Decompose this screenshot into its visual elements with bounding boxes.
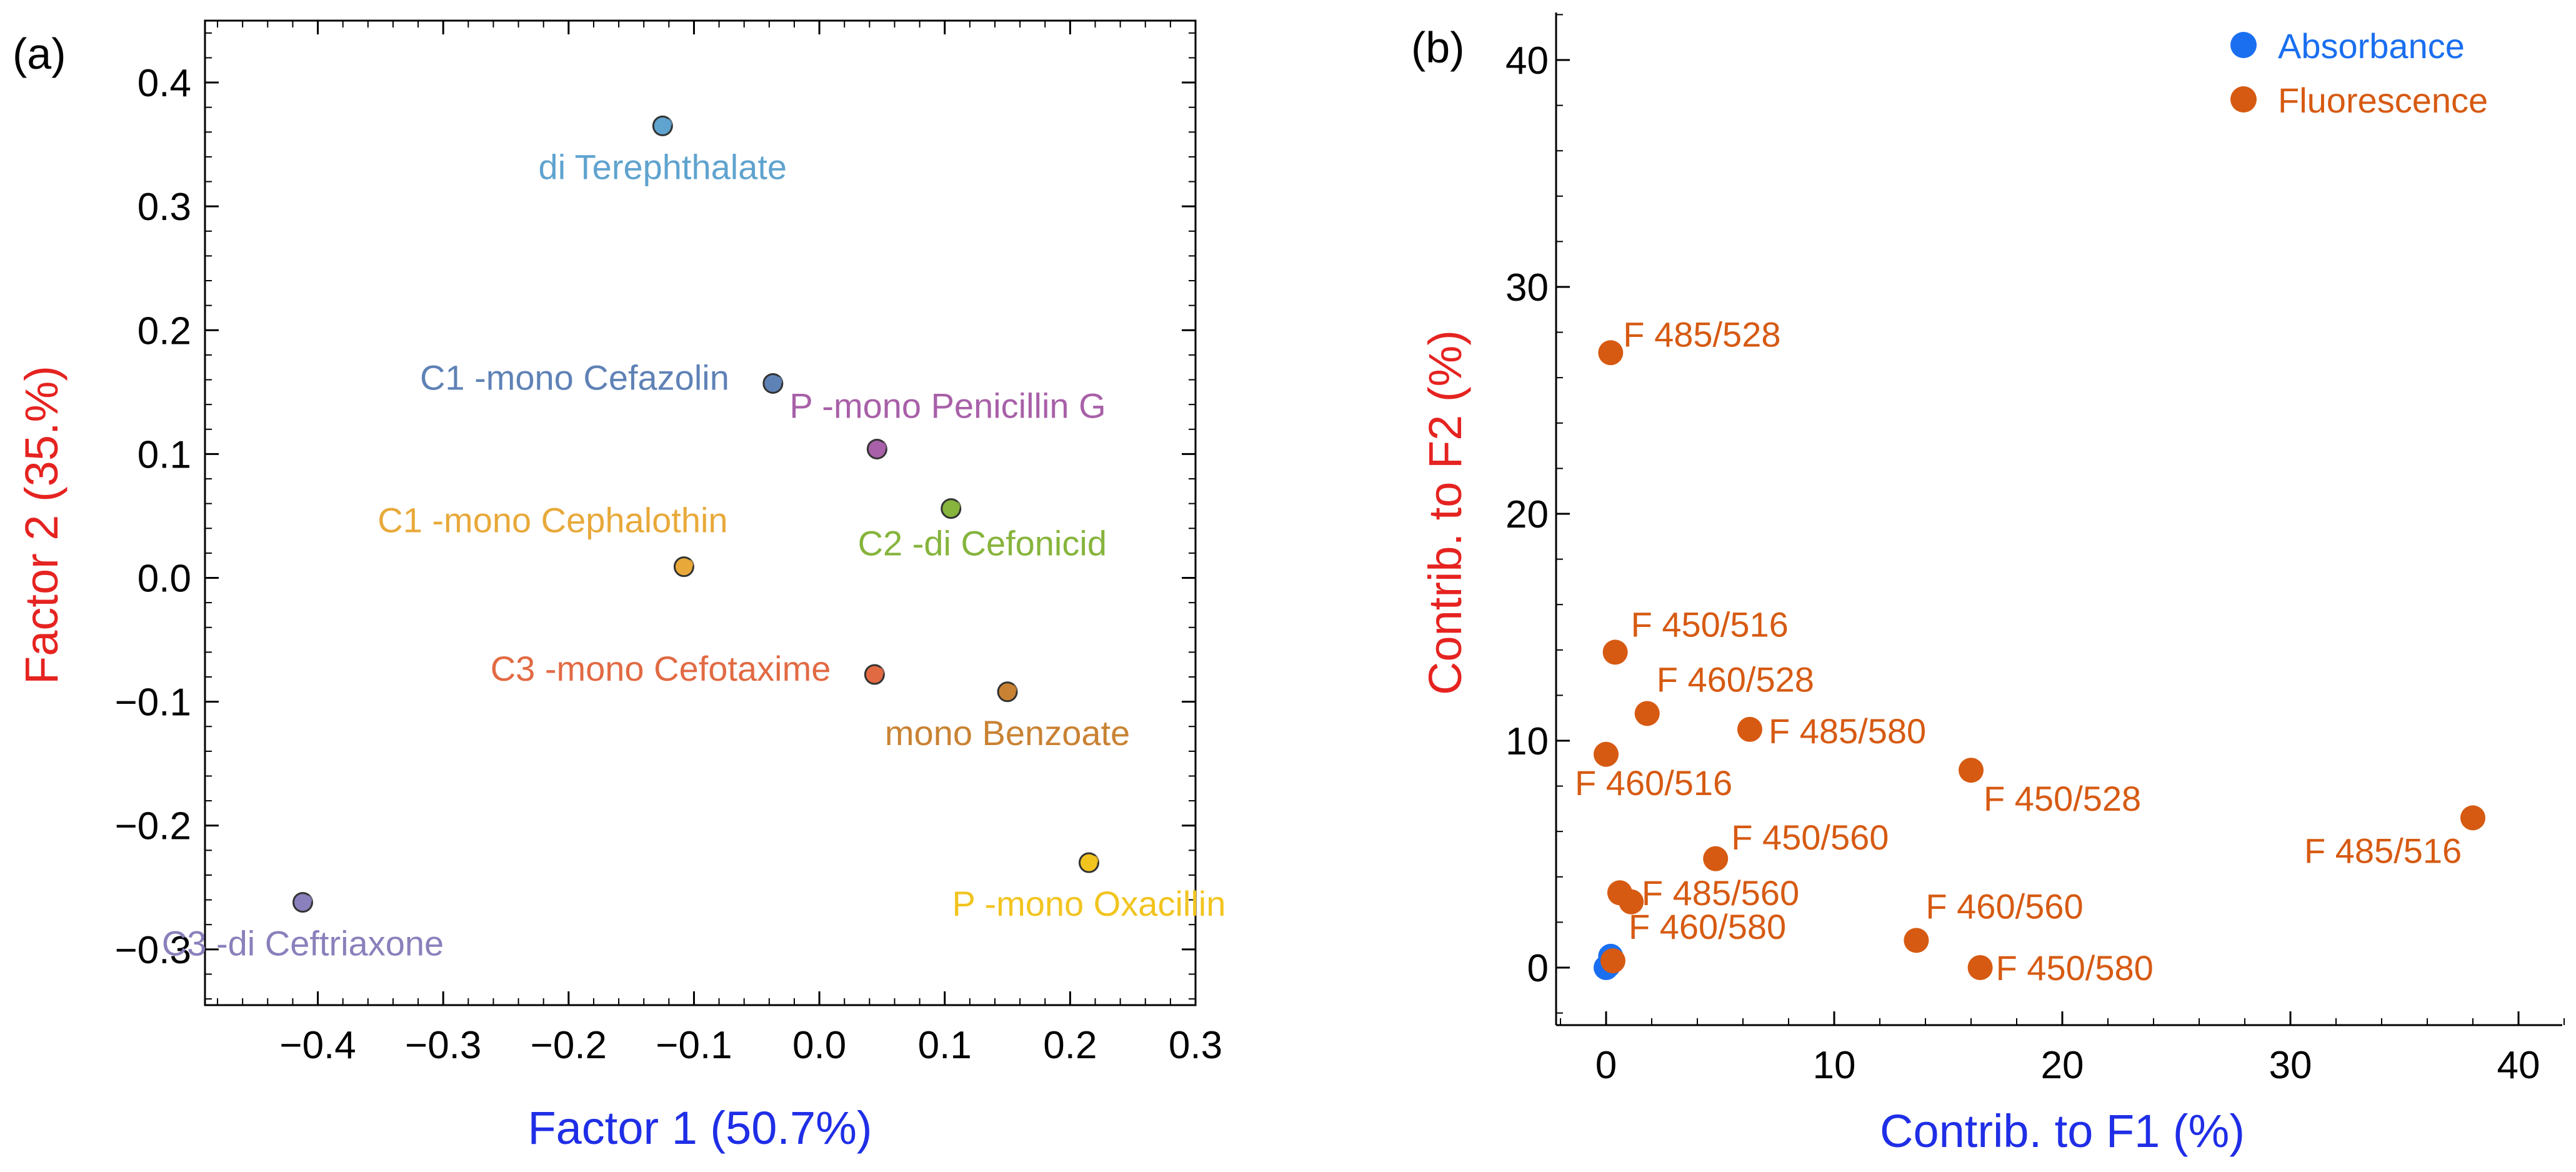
panel-a-frame [204,19,1197,1006]
panel-b-point-label: F 485/516 [2304,831,2462,870]
panel-a-point-spread [773,376,782,386]
panel-a-point-spread [875,668,884,677]
panel-b-point-fluorescence [1600,948,1625,974]
panel-b-point-label: F 460/580 [1629,907,1786,946]
panel-a-y-tick-label: 0.3 [137,186,191,229]
panel-b-x-tick-label: 10 [1813,1044,1856,1087]
panel-a-y-tick-label: 0.2 [137,309,191,353]
panel-a-y-tick-label: 0.0 [137,558,191,601]
panel-a-point-label: P -mono Oxacillin [952,884,1226,923]
panel-b-x-axis-label: Contrib. to F1 (%) [1880,1105,2245,1157]
panel-b-point-fluorescence [1959,758,1984,783]
panel-a-x-tick-label: 0.3 [1169,1024,1222,1067]
panel-a-point-label: C1 -mono Cefazolin [420,358,729,397]
panel-a-point-spread [663,119,672,128]
panel-b-legend: Absorbance Fluorescence [2230,26,2488,120]
panel-a-x-tick-label: −0.1 [656,1024,732,1067]
panel-b-point-fluorescence [1703,846,1729,871]
panel-a: (a) −0.4 −0.3 −0.2 −0.1 0.0 0.1 0.2 0.3 −0.3 −0.2… [12,19,1226,1154]
legend-marker-absorbance [2230,32,2257,58]
panel-a-y-tick-label: −0.2 [115,805,191,848]
panel-a-x-tick-label: −0.2 [531,1024,607,1067]
panel-b-x-tick-label: 0 [1595,1044,1617,1087]
panel-b-point-fluorescence [1967,955,1993,980]
panel-a-label: (a) [12,29,66,78]
panel-b-point-fluorescence [1737,716,1762,742]
panel-b-x-tick-label: 30 [2269,1044,2312,1087]
panel-b-point-label: F 450/528 [1984,779,2141,818]
panel-b-point-fluorescence [1634,701,1660,726]
panel-a-point-spread [951,501,961,511]
panel-a-y-tick-label: 0.4 [137,62,191,105]
panel-a-x-tick-label: −0.3 [405,1024,481,1067]
panel-b-x-tick-label: 20 [2041,1044,2084,1087]
panel-a-point-label: di Terephthalate [539,147,787,186]
panel-a-point-spread [877,442,887,451]
panel-b-point-label: F 460/516 [1575,763,1732,803]
panel-b-y-tick-label: 10 [1505,720,1549,763]
panel-a-point-label: C3 -di Ceftriaxone [162,924,444,963]
panel-b-y-tick-label: 30 [1505,266,1549,309]
panel-a-y-tick-label: −0.1 [115,681,191,724]
panel-b-label: (b) [1411,23,1465,72]
legend-label-absorbance: Absorbance [2278,26,2465,66]
panel-b-point-label: F 485/580 [1769,711,1926,751]
panel-a-y-axis-label: Factor 2 (35.%) [16,366,67,684]
panel-a-x-tick-label: 0.1 [918,1024,972,1067]
panel-a-x-tick-label: 0.0 [792,1024,846,1067]
panel-b-y-axis-label: Contrib. to F2 (%) [1419,330,1471,695]
panel-a-x-axis-label: Factor 1 (50.7%) [527,1102,872,1154]
panel-b-point-label: F 450/560 [1731,818,1889,857]
panel-b-point-fluorescence [1619,889,1644,914]
panel-a-ticks: −0.4 −0.3 −0.2 −0.1 0.0 0.1 0.2 0.3 −0.3 −0.2 −0.1… [115,21,1222,1067]
panel-a-y-tick-label: 0.1 [137,433,191,476]
panel-a-y-tick-label: −0.3 [115,929,191,972]
panel-a-point-spread [1089,856,1099,865]
panel-b-point-label: F 450/580 [1996,948,2154,988]
panel-b-point-label: F 450/516 [1631,604,1789,644]
panel-b: (b) 0 10 20 30 40 0 10 20 30 40 F 485/528 F 450/51… [1411,13,2565,1157]
panel-a-point-spread [303,895,312,904]
panel-a-x-tick-label: 0.2 [1043,1024,1097,1067]
panel-b-point-fluorescence [1594,741,1619,767]
panel-a-points: di Terephthalate C1 -mono Cefazolin P -mon… [162,115,1226,963]
panel-b-point-label: F 460/528 [1657,659,1814,699]
panel-b-point-label: F 485/528 [1623,314,1780,354]
panel-a-x-tick-label: −0.4 [279,1024,356,1067]
panel-b-ticks: 0 10 20 30 40 0 10 20 30 40 [1505,14,2565,1087]
panel-a-point-label: P -mono Penicillin G [789,386,1106,425]
panel-b-point-label: F 485/560 [1642,873,1799,913]
panel-a-point-spread [1008,684,1017,694]
legend-marker-fluorescence [2230,86,2257,113]
panel-a-point-label: C1 -mono Cephalothin [377,501,727,540]
panel-b-points: F 485/528 F 450/516 F 460/528 F 485/580 F 46… [1575,314,2485,988]
panel-a-point-label: mono Benzoate [885,713,1130,753]
panel-a-point-spread [684,559,694,569]
panel-a-point-label: C2 -di Cefonicid [858,524,1107,563]
panel-b-y-tick-label: 40 [1505,39,1549,83]
panel-b-point-fluorescence [1602,639,1628,665]
panel-b-point-label: F 460/560 [1925,886,2083,926]
panel-b-x-tick-label: 40 [2497,1044,2540,1087]
panel-b-point-fluorescence [1904,928,1929,953]
panel-b-point-fluorescence [1598,340,1624,366]
panel-b-y-tick-label: 0 [1527,947,1549,990]
panel-b-point-fluorescence [2460,805,2485,831]
panel-a-point-label: C3 -mono Cefotaxime [491,649,831,688]
legend-label-fluorescence: Fluorescence [2278,81,2488,120]
panel-b-y-tick-label: 20 [1505,493,1549,536]
